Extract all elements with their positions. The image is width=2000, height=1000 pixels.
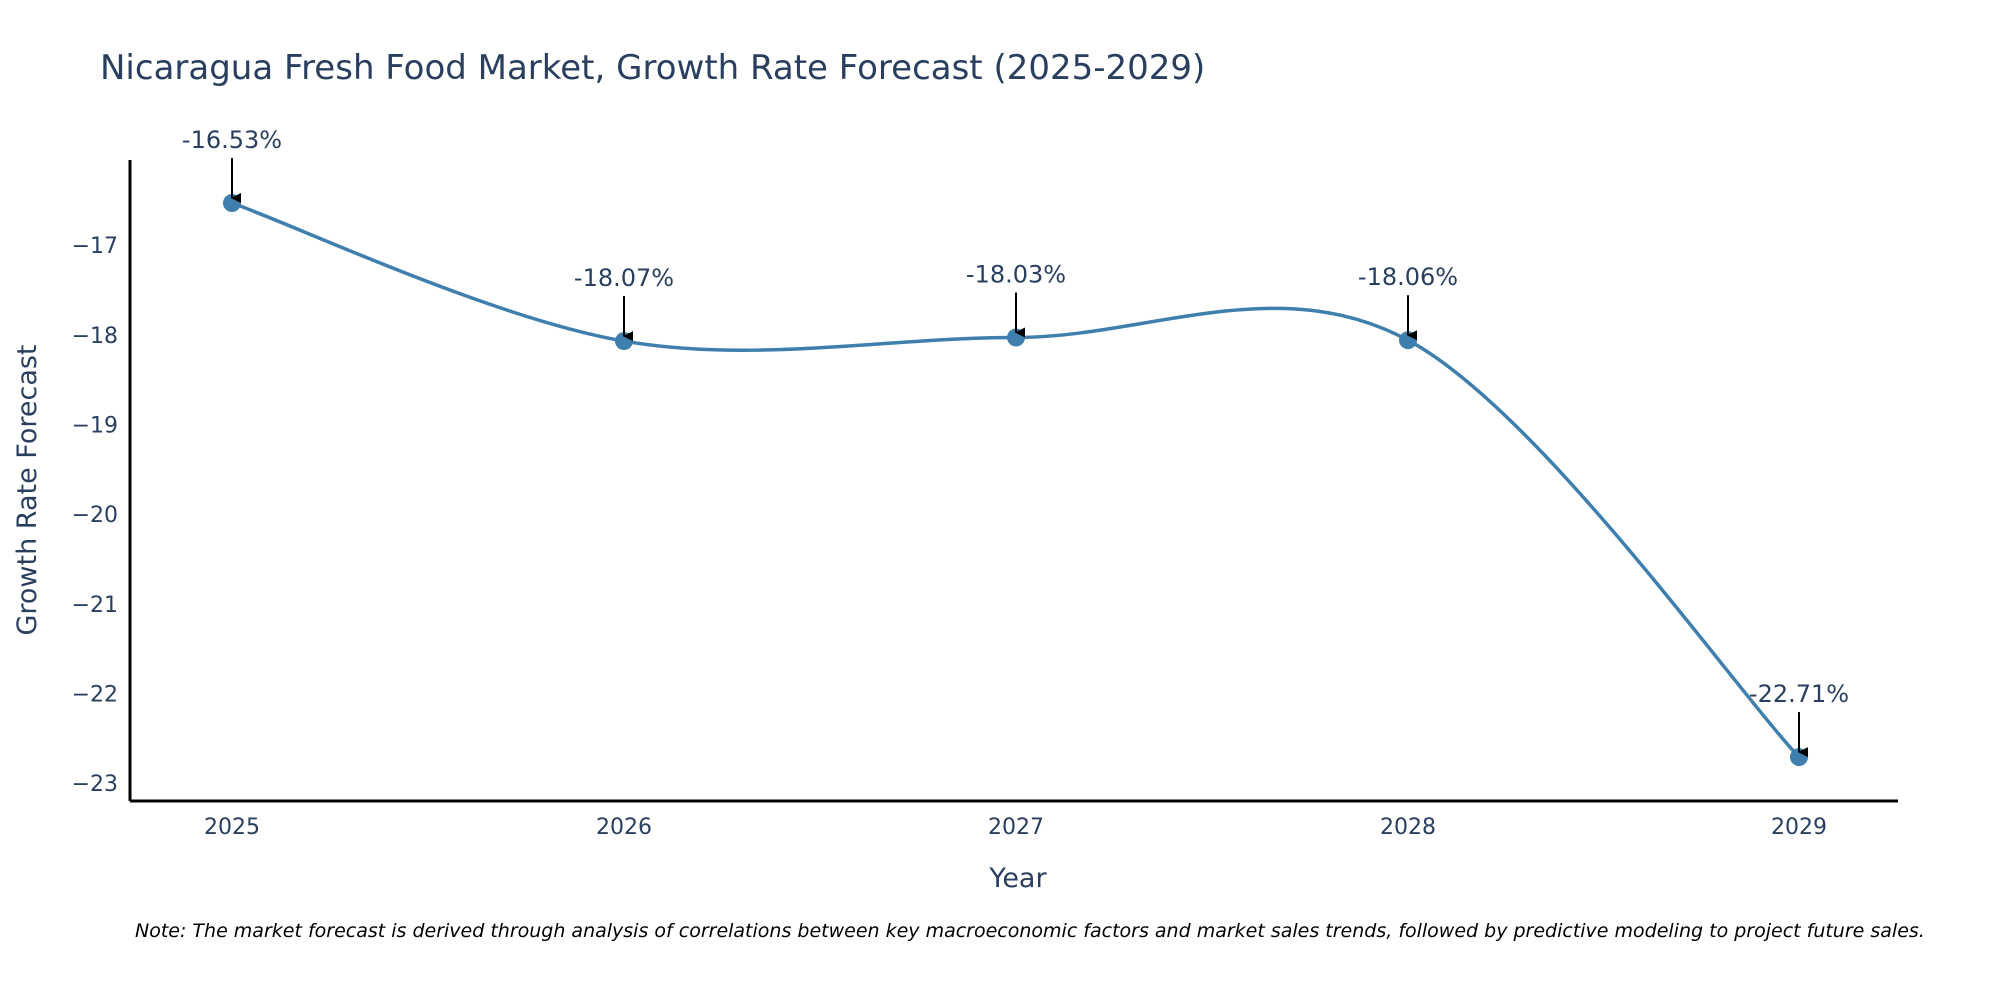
y-tick-label: −23 bbox=[72, 772, 118, 797]
data-label: -16.53% bbox=[182, 126, 282, 154]
x-axis-title: Year bbox=[988, 863, 1047, 894]
y-tick-label: −20 bbox=[72, 503, 118, 528]
x-tick-label: 2027 bbox=[988, 815, 1044, 840]
y-tick-label: −21 bbox=[72, 593, 118, 618]
y-axis-title: Growth Rate Forecast bbox=[12, 344, 43, 635]
y-tick-label: −19 bbox=[72, 413, 118, 438]
data-label: -22.71% bbox=[1749, 680, 1849, 708]
x-tick-label: 2028 bbox=[1380, 815, 1436, 840]
y-tick-label: −18 bbox=[72, 324, 118, 349]
x-tick-label: 2029 bbox=[1771, 815, 1827, 840]
x-tick-label: 2025 bbox=[204, 815, 260, 840]
data-label: -18.03% bbox=[966, 261, 1066, 289]
data-annotations: -16.53% -18.07% -18.03% -18.06% -22.71% bbox=[182, 126, 1849, 758]
x-tick-label: 2026 bbox=[596, 815, 652, 840]
footnote: Note: The market forecast is derived thr… bbox=[135, 920, 1925, 942]
data-label: -18.07% bbox=[574, 264, 674, 292]
tick-labels: −17 −18 −19 −20 −21 −22 −23 2025 2026 2027 2028 202… bbox=[72, 234, 1827, 840]
y-tick-label: −22 bbox=[72, 682, 118, 707]
chart-title: Nicaragua Fresh Food Market, Growth Rate… bbox=[100, 48, 1206, 88]
series-line-growth-rate bbox=[231, 201, 1801, 759]
data-label: -18.06% bbox=[1358, 263, 1458, 291]
axes bbox=[128, 160, 1898, 803]
y-tick-label: −17 bbox=[72, 234, 118, 259]
